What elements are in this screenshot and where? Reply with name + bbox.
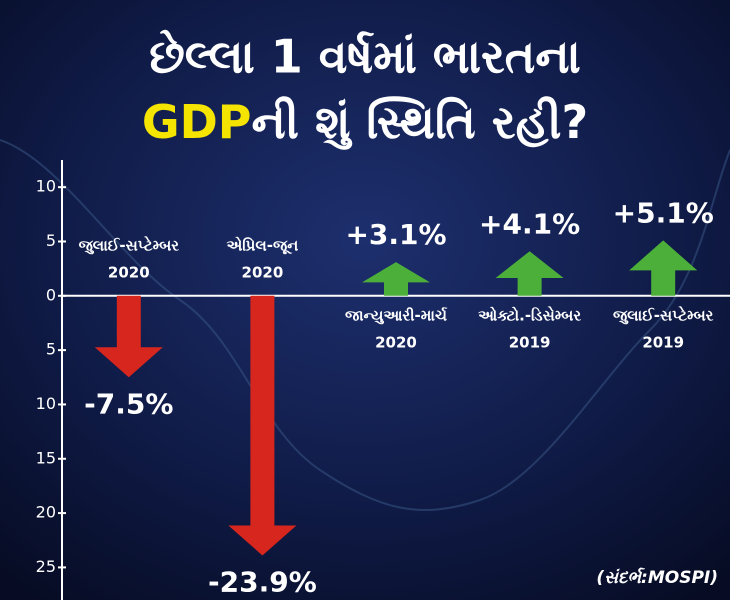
y-tick-label: 15	[36, 448, 56, 467]
value-label: +5.1%	[613, 196, 714, 229]
bar-arrow	[629, 240, 698, 296]
y-tick-label: 5	[46, 231, 56, 250]
source: (સંદર્ભ:MOSPI)	[596, 567, 718, 588]
category-label: જુલાઈ-સપ્ટેમ્બર	[79, 235, 180, 254]
category-label: 2020	[375, 333, 417, 351]
category-label: ઓક્ટો.-ડિસેમ્બર	[478, 305, 581, 324]
y-tick-label: 10	[36, 394, 56, 413]
category-label: એપ્રિલ-જૂન	[226, 235, 298, 254]
category-label: જુલાઈ-સપ્ટેમ્બર	[613, 305, 714, 324]
y-tick-label: 20	[36, 503, 56, 522]
title-line1: છેલ્લા 1 વર્ષમાં ભારતના	[149, 30, 581, 84]
title-line2: GDPની શું સ્થિતિ રહી?	[142, 95, 588, 150]
value-label: -23.9%	[208, 565, 317, 598]
bar-arrow	[495, 251, 564, 296]
category-label: જાન્યુઆરી-માર્ચ	[345, 306, 448, 324]
category-label: 2020	[108, 263, 150, 281]
decor-line	[0, 139, 730, 511]
title-rest: ની શું સ્થિતિ રહી?	[252, 95, 589, 150]
category-label: 2019	[509, 333, 551, 351]
value-label: +3.1%	[345, 218, 446, 251]
category-label: 2020	[242, 263, 284, 281]
category-label: 2019	[642, 333, 684, 351]
bar-arrow	[228, 295, 297, 556]
y-tick-label: 10	[36, 177, 56, 196]
y-tick-label: 0	[46, 285, 56, 304]
y-tick-label: 25	[36, 557, 56, 576]
title-highlight: GDP	[142, 95, 252, 149]
value-label: +4.1%	[479, 207, 580, 240]
value-label: -7.5%	[84, 387, 173, 420]
bar-arrow	[94, 295, 163, 378]
bar-arrow	[362, 262, 430, 296]
y-tick-label: 5	[46, 340, 56, 359]
